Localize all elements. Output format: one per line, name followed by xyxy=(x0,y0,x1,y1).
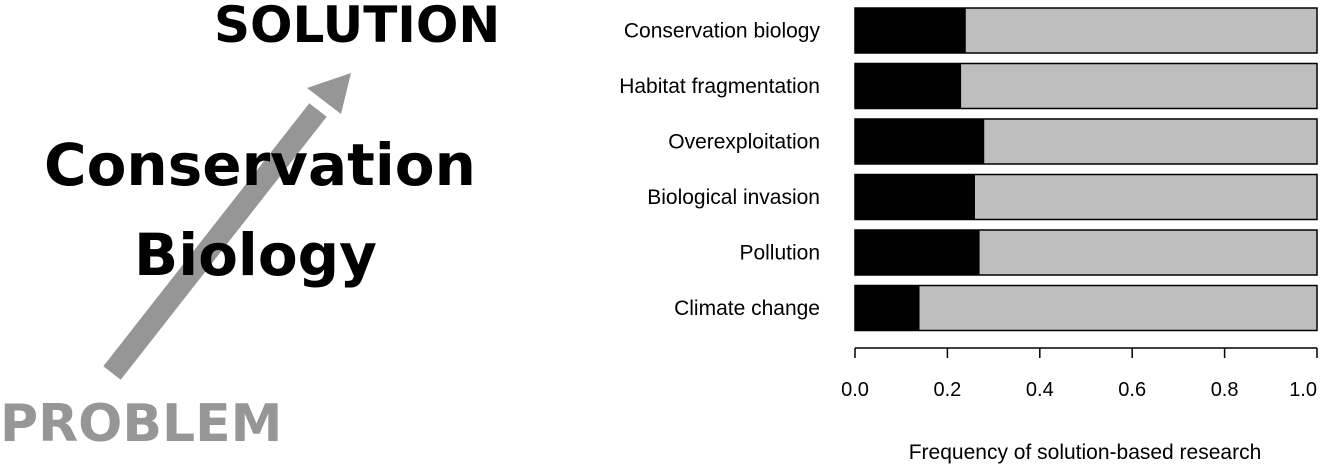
bar-segment-2-3 xyxy=(984,119,1317,164)
x-axis: 0.0 0.2 0.4 0.6 0.8 1.0 xyxy=(841,347,1318,401)
bar-outline-5 xyxy=(854,229,1318,276)
bar-segment-2-4 xyxy=(975,174,1317,220)
bars-layer xyxy=(854,7,1318,332)
bar-outline-4 xyxy=(854,173,1318,221)
conservation-label: Conservation xyxy=(44,131,476,199)
category-labels: Conservation biology Habitat fragmentatio… xyxy=(619,20,820,321)
arrow-head xyxy=(307,73,351,114)
bar-segment-2-2 xyxy=(961,63,1317,109)
solution-label: SOLUTION xyxy=(214,0,501,54)
biology-label: Biology xyxy=(134,221,377,289)
category-label-1: Conservation biology xyxy=(624,20,821,43)
bar-outline-1 xyxy=(854,7,1318,54)
category-label-5: Pollution xyxy=(739,242,820,265)
bar-segment-2-6 xyxy=(919,285,1317,331)
bar-segment-1-1 xyxy=(855,8,966,53)
x-tick-label-6: 1.0 xyxy=(1289,379,1317,401)
x-tick-label-5: 0.8 xyxy=(1211,379,1239,401)
bar-outline-6 xyxy=(854,284,1318,332)
x-tick-label-2: 0.2 xyxy=(933,379,961,401)
arrow-shaft xyxy=(103,103,327,380)
arrow-layer xyxy=(103,73,351,380)
category-label-2: Habitat fragmentation xyxy=(619,75,820,98)
category-label-6: Climate change xyxy=(674,297,820,320)
bar-segment-1-4 xyxy=(855,174,976,220)
bar-segment-1-5 xyxy=(855,230,980,275)
x-axis-title: Frequency of solution-based research xyxy=(909,441,1262,464)
bar-segment-2-1 xyxy=(965,8,1317,53)
x-tick-label-4: 0.6 xyxy=(1118,379,1146,401)
bar-segment-1-6 xyxy=(855,285,920,331)
category-label-3: Overexploitation xyxy=(668,131,820,154)
x-tick-label-1: 0.0 xyxy=(841,379,869,401)
problem-label: PROBLEM xyxy=(0,394,283,454)
x-tick-label-3: 0.4 xyxy=(1026,379,1054,401)
bar-outline-3 xyxy=(854,118,1318,165)
bar-outline-2 xyxy=(854,62,1318,110)
category-label-4: Biological invasion xyxy=(647,186,820,209)
bar-segment-2-5 xyxy=(979,230,1317,275)
bar-segment-1-3 xyxy=(855,119,985,164)
bar-segment-1-2 xyxy=(855,63,962,109)
